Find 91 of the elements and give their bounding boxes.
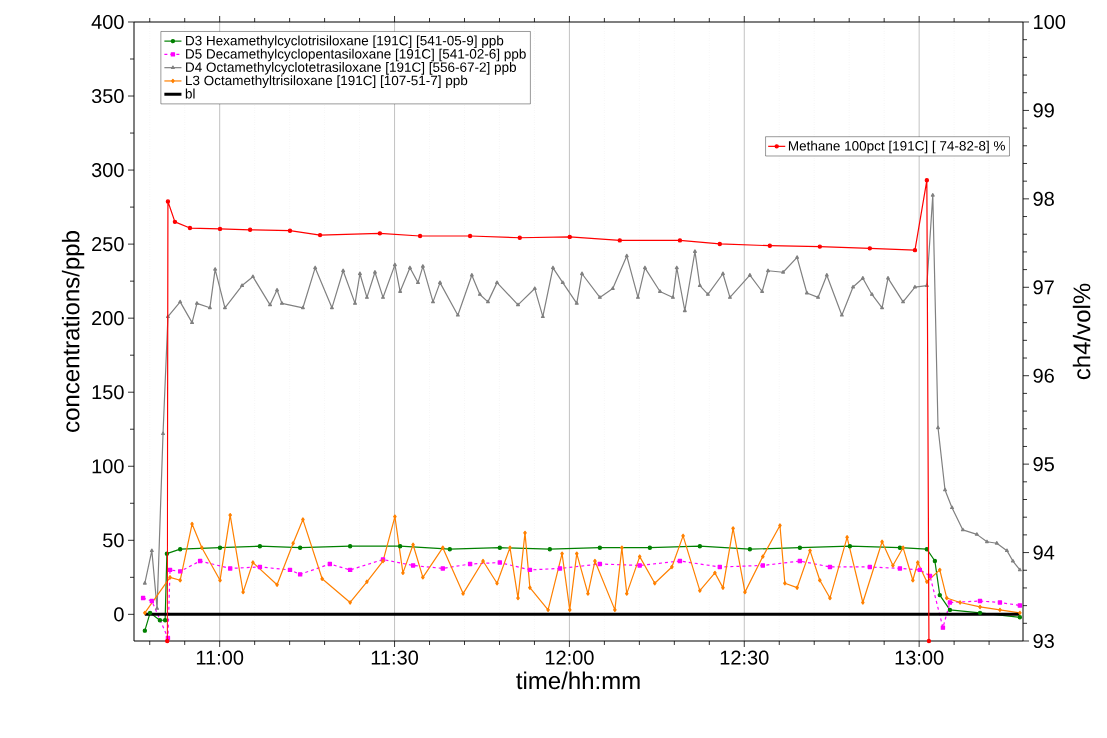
legend-label: Methane 100pct [191C] [ 74-82-8] % [788, 140, 1005, 154]
y2-tick-label: 96 [1033, 368, 1054, 383]
point [142, 628, 148, 633]
point [557, 566, 563, 571]
y2-tick-label: 94 [1033, 545, 1055, 560]
point [924, 178, 930, 183]
point [172, 219, 178, 225]
point [867, 246, 873, 251]
point [177, 546, 183, 552]
point [637, 563, 642, 568]
point [467, 233, 473, 239]
x-axis-title: time/hh:mm [516, 671, 640, 690]
legend-label: bl [185, 88, 195, 99]
point [547, 546, 553, 552]
point [497, 545, 503, 550]
point [397, 544, 403, 549]
point [410, 563, 416, 568]
y2-tick-label: 100 [1034, 14, 1066, 30]
y2-tick-label: 98 [1033, 191, 1054, 206]
point [847, 544, 853, 549]
point [227, 566, 233, 571]
point [177, 569, 183, 574]
point [162, 618, 168, 623]
x-tick-label: 12:00 [545, 650, 594, 665]
point [217, 545, 223, 550]
y-tick-label: 350 [91, 88, 124, 104]
x-tick-label: 12:30 [720, 650, 769, 665]
point [977, 610, 983, 616]
y2-tick-label: 93 [1033, 633, 1054, 649]
y-axis-title: concentrations/ppb [61, 231, 85, 432]
point [897, 545, 903, 550]
point [617, 238, 622, 243]
point [157, 618, 163, 623]
point [997, 600, 1003, 605]
point [697, 544, 703, 549]
point [747, 546, 753, 552]
point [377, 231, 383, 236]
point [767, 243, 773, 248]
point [677, 238, 683, 243]
y-tick-label: 250 [92, 237, 124, 252]
point [932, 558, 938, 564]
point [897, 566, 903, 571]
point [940, 625, 946, 630]
point [597, 545, 603, 550]
point [947, 600, 953, 605]
point [247, 227, 253, 232]
point [447, 546, 453, 552]
point [297, 572, 303, 577]
point [517, 235, 522, 240]
point [912, 247, 918, 253]
point [937, 592, 942, 598]
point [797, 545, 803, 550]
y-tick-label: 150 [92, 385, 124, 400]
legend-label: D3 Hexamethylcyclotrisiloxane [191C] [541-05-9] ppb [186, 35, 504, 49]
y2-tick-label: 97 [1033, 280, 1054, 295]
y-tick-label: 400 [91, 14, 124, 30]
point [817, 244, 823, 249]
x-tick-label: 11:30 [371, 650, 419, 665]
point [1017, 615, 1023, 620]
point [317, 232, 323, 238]
point [417, 233, 423, 239]
point [147, 610, 153, 616]
point [165, 199, 171, 204]
point [287, 228, 293, 233]
point [257, 544, 263, 549]
legend-label: D5 Decamethylcyclopentasiloxane [191C] [541-02-6] ppb [186, 48, 526, 62]
legend-label: L3 Octamethyltrisiloxane [191C] [107-51-7] ppb [186, 75, 468, 88]
point [947, 607, 953, 613]
point [217, 226, 223, 232]
y2-tick-label: 99 [1033, 103, 1054, 118]
point [717, 241, 722, 247]
legend-label: D4 Octamethylcyclotetrasiloxane [191C] [556-67-2] ppb [186, 62, 517, 75]
point [497, 560, 503, 565]
point [1017, 603, 1023, 608]
point [926, 638, 932, 644]
point [567, 234, 572, 240]
x-tick-label: 11:00 [196, 650, 244, 665]
point [187, 225, 193, 231]
y-tick-label: 0 [114, 607, 124, 622]
y2-tick-label: 95 [1033, 457, 1054, 472]
y-tick-label: 300 [91, 163, 124, 178]
y-tick-label: 50 [103, 533, 124, 548]
y2-axis-title: ch4/vol% [1072, 283, 1091, 380]
point [647, 545, 653, 550]
point [760, 563, 766, 568]
x-tick-label: 13:00 [895, 650, 944, 665]
point [440, 566, 446, 571]
point [347, 544, 353, 549]
y-tick-label: 100 [92, 459, 124, 474]
y-tick-label: 200 [92, 311, 124, 326]
point [297, 545, 303, 550]
